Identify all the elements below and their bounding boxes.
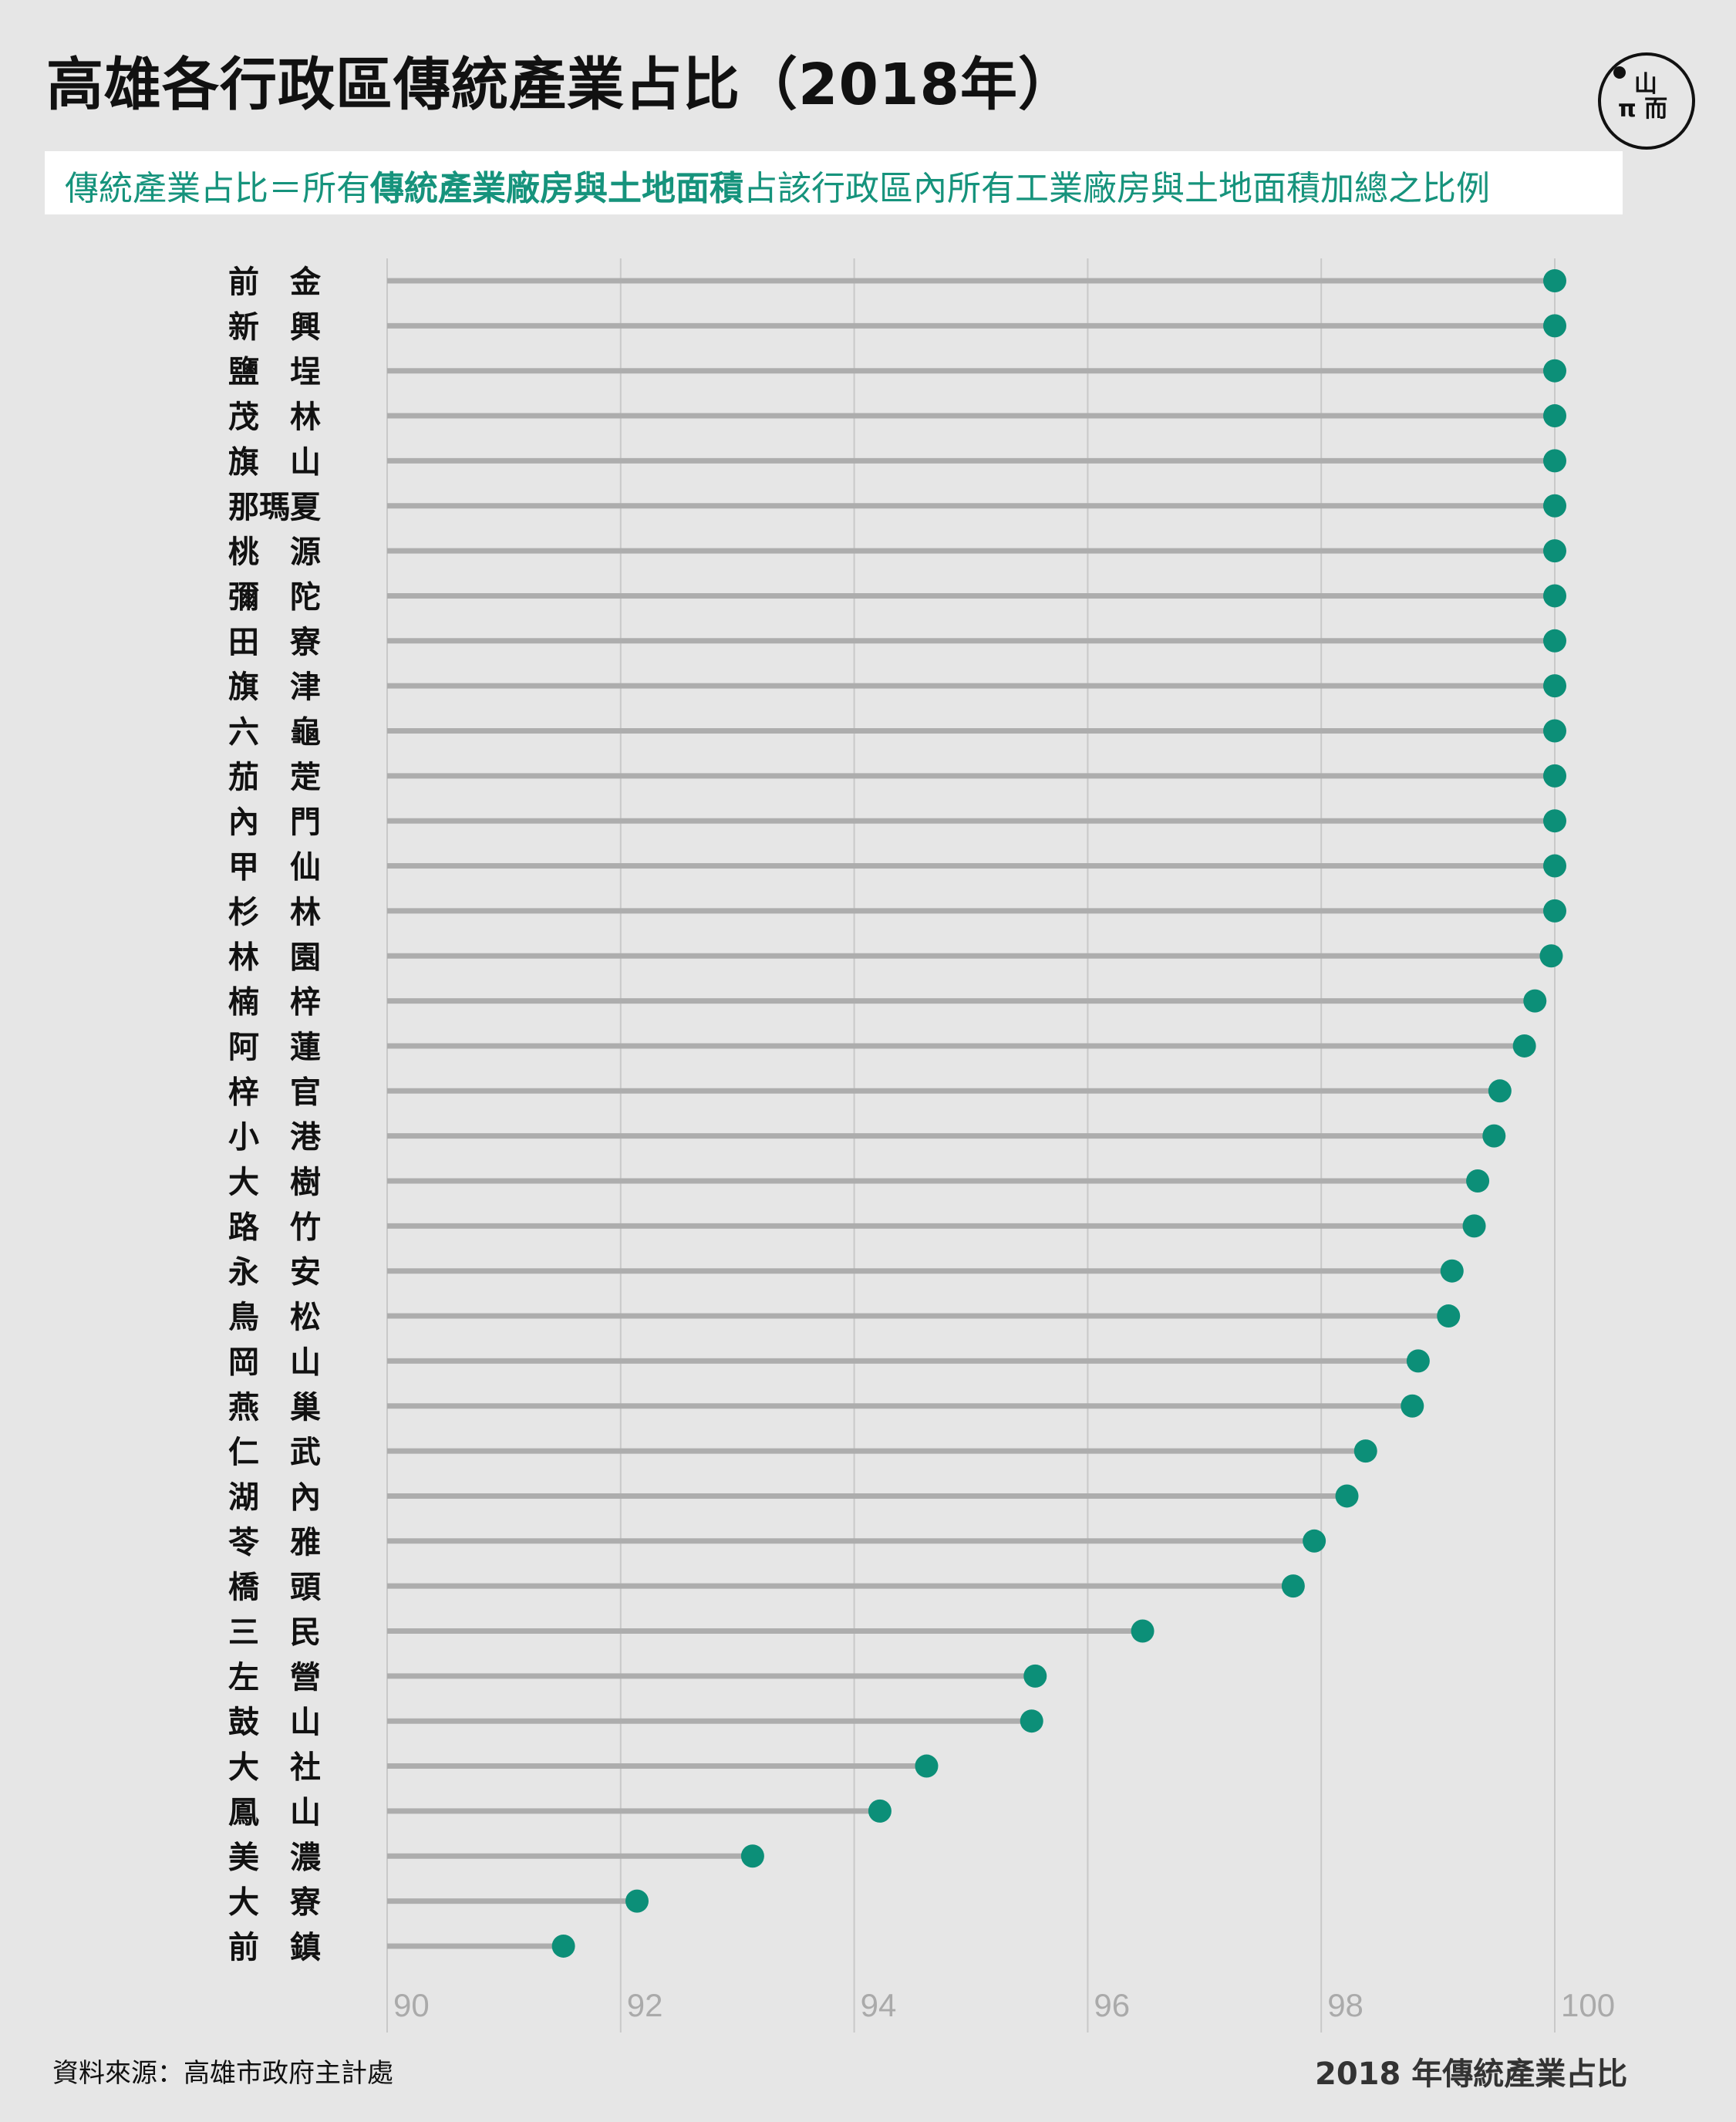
subtitle-box: 傳統產業占比＝所有傳統產業廠房與土地面積占該行政區內所有工業廠房與土地面積加總之… bbox=[45, 151, 1623, 214]
category-label: 大 寮 bbox=[228, 1885, 321, 1921]
data-point bbox=[1023, 1664, 1047, 1688]
subtitle-suffix: 占該行政區內所有工業廠房與土地面積加總之比例 bbox=[743, 169, 1490, 208]
chart-title: 高雄各行政區傳統產業占比（2018年） bbox=[46, 52, 1076, 118]
data-point bbox=[1543, 269, 1566, 292]
category-label: 六 龜 bbox=[228, 715, 321, 751]
data-point bbox=[551, 1934, 575, 1958]
category-label: 苓 雅 bbox=[228, 1525, 321, 1560]
data-point bbox=[1303, 1529, 1326, 1553]
category-label: 桃 源 bbox=[228, 535, 321, 570]
category-label: 前 鎮 bbox=[228, 1930, 321, 1965]
data-point bbox=[1488, 1079, 1512, 1103]
category-label: 林 園 bbox=[228, 940, 321, 975]
category-label: 小 港 bbox=[228, 1120, 322, 1155]
category-label: 永 安 bbox=[228, 1255, 321, 1290]
data-point bbox=[868, 1799, 892, 1823]
category-label: 橋 頭 bbox=[228, 1570, 322, 1605]
x-tick-label: 96 bbox=[1094, 1987, 1130, 2023]
category-label: 湖 內 bbox=[228, 1479, 321, 1515]
data-point bbox=[1539, 944, 1563, 968]
data-point bbox=[1440, 1259, 1464, 1283]
category-label: 三 民 bbox=[228, 1615, 321, 1651]
data-point bbox=[1543, 359, 1566, 383]
data-point bbox=[1543, 674, 1566, 698]
data-point bbox=[915, 1754, 939, 1778]
subtitle: 傳統產業占比＝所有傳統產業廠房與土地面積占該行政區內所有工業廠房與土地面積加總之… bbox=[65, 160, 1490, 210]
data-point bbox=[1543, 899, 1566, 923]
data-point bbox=[1543, 404, 1566, 428]
data-point bbox=[1543, 584, 1566, 608]
category-label: 鳥 松 bbox=[228, 1300, 321, 1335]
category-label: 阿 蓮 bbox=[228, 1030, 321, 1065]
category-label: 梓 官 bbox=[228, 1074, 321, 1110]
category-label: 左 營 bbox=[228, 1660, 321, 1695]
x-axis-label: 2018 年傳統產業占比 bbox=[1315, 2056, 1628, 2092]
data-point bbox=[1543, 764, 1566, 788]
category-label: 旗 津 bbox=[228, 670, 321, 705]
data-point bbox=[1437, 1304, 1461, 1328]
data-point bbox=[1543, 494, 1566, 518]
data-point bbox=[1512, 1034, 1536, 1058]
category-label: 燕 巢 bbox=[228, 1390, 321, 1425]
category-label: 仁 武 bbox=[228, 1435, 321, 1470]
category-label: 岡 山 bbox=[228, 1344, 321, 1380]
data-point bbox=[1020, 1709, 1043, 1733]
data-point bbox=[1353, 1439, 1377, 1463]
data-point bbox=[1543, 629, 1566, 653]
data-point bbox=[625, 1889, 649, 1913]
x-tick-label: 92 bbox=[627, 1987, 663, 2023]
data-point bbox=[1543, 719, 1566, 743]
category-label: 那瑪夏 bbox=[228, 490, 322, 525]
data-point bbox=[1335, 1484, 1359, 1508]
data-point bbox=[1543, 539, 1566, 563]
category-label: 鼓 山 bbox=[228, 1705, 321, 1740]
data-point bbox=[1462, 1214, 1486, 1238]
x-tick-label: 100 bbox=[1561, 1987, 1615, 2023]
data-point bbox=[1543, 854, 1566, 878]
x-tick-label: 98 bbox=[1327, 1987, 1364, 2023]
data-point bbox=[1406, 1349, 1430, 1373]
category-label: 大 社 bbox=[228, 1750, 321, 1786]
category-label: 內 門 bbox=[228, 805, 321, 840]
data-point bbox=[1482, 1124, 1506, 1148]
category-label: 美 濃 bbox=[228, 1840, 322, 1875]
category-label: 鳳 山 bbox=[228, 1795, 321, 1830]
category-label: 旗 山 bbox=[228, 444, 321, 480]
data-point bbox=[1523, 989, 1547, 1013]
category-label: 鹽 埕 bbox=[228, 355, 321, 390]
subtitle-prefix: 傳統產業占比＝所有 bbox=[65, 169, 370, 208]
category-label: 杉 林 bbox=[228, 895, 321, 930]
data-point bbox=[1543, 809, 1566, 833]
logo-dot-icon bbox=[1613, 66, 1626, 79]
data-point bbox=[1466, 1169, 1490, 1193]
category-label: 茂 林 bbox=[228, 400, 321, 435]
data-point bbox=[740, 1844, 764, 1868]
category-label: 田 寮 bbox=[228, 625, 321, 660]
x-tick-label: 90 bbox=[393, 1987, 430, 2023]
subtitle-bold: 傳統產業廠房與土地面積 bbox=[370, 169, 743, 208]
category-label: 前 金 bbox=[228, 265, 322, 300]
category-label: 新 興 bbox=[228, 309, 321, 345]
category-label: 路 竹 bbox=[228, 1209, 321, 1245]
data-point bbox=[1131, 1619, 1155, 1643]
data-point bbox=[1401, 1394, 1424, 1418]
category-label: 楠 梓 bbox=[228, 985, 321, 1021]
data-point bbox=[1543, 449, 1566, 473]
category-label: 彌 陀 bbox=[228, 579, 321, 615]
category-label: 甲 仙 bbox=[228, 850, 321, 886]
source-note: 資料來源：高雄市政府主計處 bbox=[52, 2058, 393, 2089]
data-point bbox=[1281, 1574, 1305, 1598]
category-label: 大 樹 bbox=[228, 1165, 321, 1200]
category-label: 茄 萣 bbox=[228, 760, 321, 795]
data-point bbox=[1543, 314, 1566, 338]
x-tick-label: 94 bbox=[861, 1987, 897, 2023]
